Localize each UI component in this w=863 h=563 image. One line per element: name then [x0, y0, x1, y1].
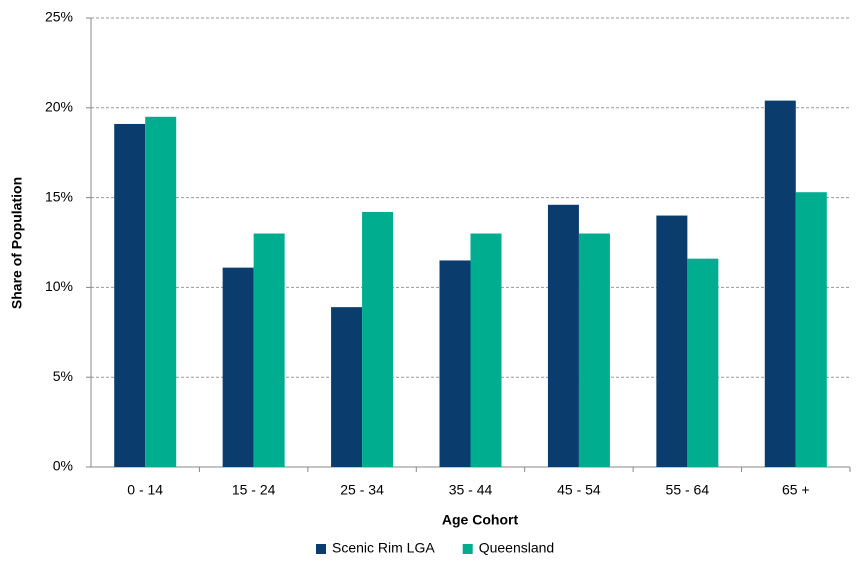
x-tick-label: 0 - 14 [127, 482, 163, 498]
y-tick-label: 20% [45, 99, 73, 115]
y-axis-title: Share of Population [9, 177, 25, 309]
x-axis-title: Age Cohort [442, 512, 519, 528]
bar [145, 116, 177, 467]
bar [687, 258, 719, 467]
bar [795, 192, 827, 467]
bar [331, 307, 363, 467]
legend-swatch [462, 544, 473, 554]
y-tick-label: 25% [45, 9, 73, 25]
bar [114, 123, 146, 468]
bar [222, 267, 254, 467]
legend-swatch [316, 544, 326, 554]
y-tick-label: 15% [45, 188, 73, 204]
legend-label: Scenic Rim LGA [332, 540, 435, 556]
bar [470, 233, 502, 467]
legend-label: Queensland [479, 540, 555, 556]
bar [362, 211, 394, 467]
bar [439, 260, 471, 467]
y-tick-label: 0% [53, 458, 73, 474]
x-tick-label: 55 - 64 [666, 482, 710, 498]
x-tick-label: 25 - 34 [340, 482, 384, 498]
bar [656, 215, 688, 467]
x-tick-label: 65 + [782, 482, 810, 498]
bar [547, 204, 579, 467]
x-tick-label: 45 - 54 [557, 482, 601, 498]
bar [764, 100, 796, 467]
x-tick-label: 15 - 24 [232, 482, 276, 498]
bar [253, 233, 285, 467]
x-tick-label: 35 - 44 [449, 482, 493, 498]
bar [578, 233, 610, 467]
y-tick-label: 5% [53, 368, 73, 384]
y-tick-label: 10% [45, 278, 73, 294]
